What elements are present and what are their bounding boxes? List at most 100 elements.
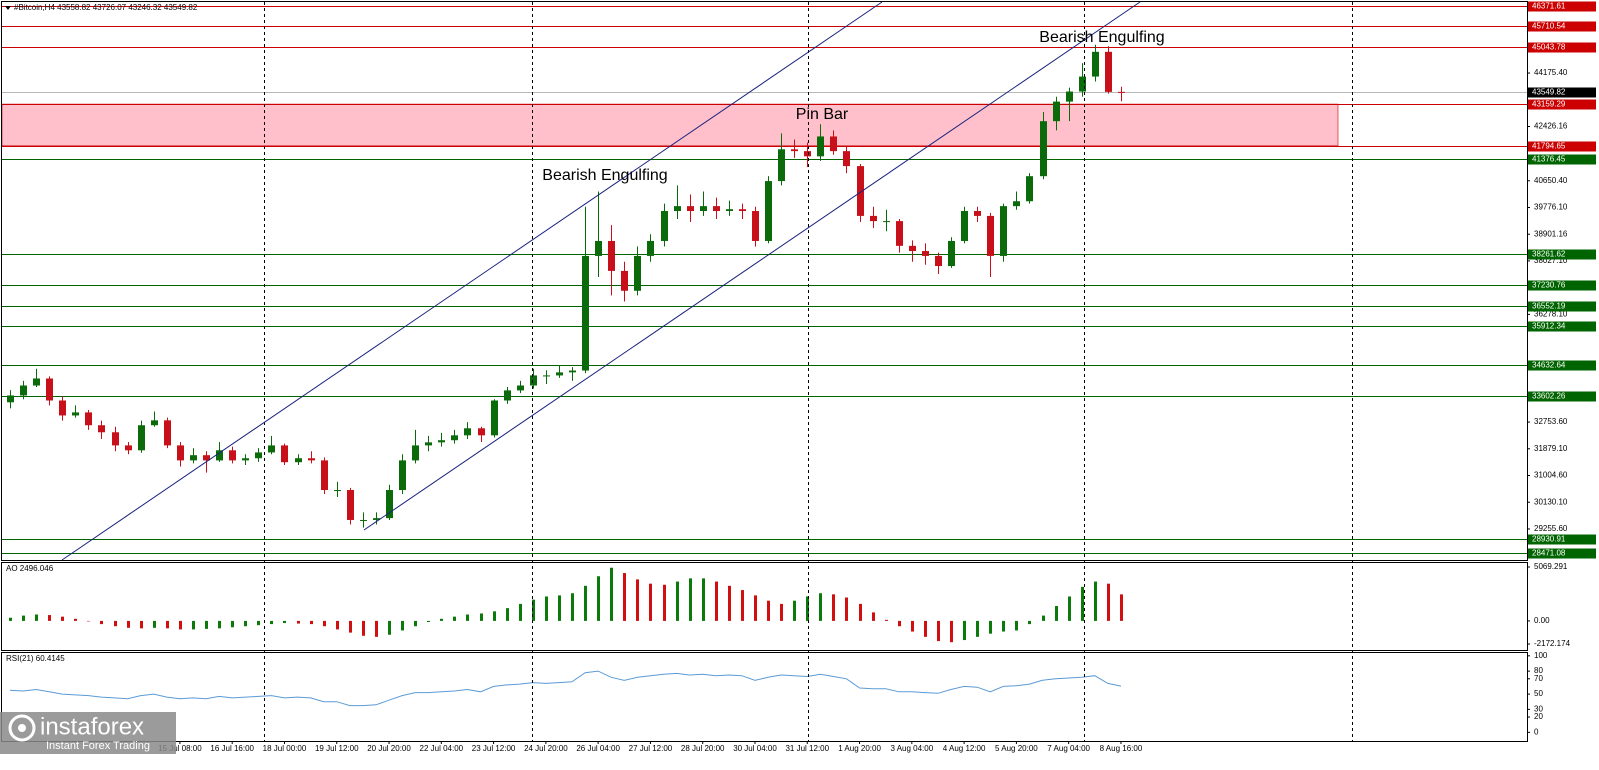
ao-bar (676, 581, 679, 621)
ao-bar (35, 614, 38, 621)
ao-bar (845, 597, 848, 621)
ao-bar (283, 620, 286, 624)
ao-bar (231, 620, 234, 628)
ao-bar (48, 615, 51, 621)
candle-body (504, 390, 511, 401)
y-tick-label: 70 (1534, 674, 1543, 683)
x-tick-label: 3 Aug 04:00 (890, 744, 933, 753)
candle-body (112, 432, 119, 446)
zone (1, 103, 1339, 147)
candle-body (883, 221, 890, 223)
candle-body (20, 385, 27, 396)
level-label: 45710.54 (1532, 22, 1566, 31)
ao-bar (780, 603, 783, 621)
candle-body (1040, 121, 1047, 177)
ao-bar (872, 612, 875, 621)
candle-body (425, 442, 432, 446)
ao-bar (702, 578, 705, 621)
candle-body (464, 428, 471, 436)
ao-bar (767, 600, 770, 621)
ao-bar (545, 596, 548, 621)
ao-bar (218, 620, 221, 629)
ao-bar (636, 579, 639, 621)
ao-bar (1094, 581, 1097, 621)
candle-body (674, 206, 681, 212)
candle-body (1026, 176, 1033, 202)
watermark-tagline: Instant Forex Trading (46, 740, 150, 752)
ao-bar (362, 620, 365, 636)
ao-bar (885, 619, 888, 621)
ao-bar (74, 618, 77, 621)
annotation: Bearish Engulfing (542, 167, 667, 184)
candle-body (59, 400, 66, 416)
candle-body (412, 445, 419, 461)
y-tick-label: 80 (1534, 666, 1543, 675)
candle-body (242, 458, 249, 461)
x-tick-label: 22 Jul 04:00 (420, 744, 464, 753)
y-tick-label: 36278.10 (1534, 309, 1568, 318)
ao-bar (493, 611, 496, 621)
header-icon (5, 6, 11, 10)
candle-body (765, 181, 772, 241)
candle-body (334, 490, 341, 492)
level-label-box (1528, 534, 1596, 545)
candle-body (478, 428, 485, 436)
ao-bar (127, 620, 130, 628)
candle-body (647, 240, 654, 256)
ao-bar (924, 620, 927, 637)
level-label: 28471.08 (1532, 549, 1566, 558)
y-tick-label: 31004.60 (1534, 471, 1568, 480)
candle-body (1118, 91, 1125, 93)
ao-bar (898, 620, 901, 627)
ao-bar (558, 595, 561, 621)
ao-bar (22, 615, 25, 621)
x-tick-label: 20 Jul 20:00 (367, 744, 411, 753)
candle-body (634, 255, 641, 291)
ao-bar (349, 620, 352, 633)
level-label-box (1528, 280, 1596, 291)
candle-body (935, 255, 942, 267)
candle-body (229, 450, 236, 461)
ao-bar (571, 593, 574, 621)
ao-bar (1015, 620, 1018, 631)
y-tick-label: 32753.60 (1534, 417, 1568, 426)
overlay: #Bitcoin,H4 43558.82 43726.07 43246.32 4… (0, 1, 1528, 754)
x-tick-label: 31 Jul 12:00 (785, 744, 829, 753)
y-tick-label: 0.00 (1534, 616, 1550, 625)
ao-bar (832, 594, 835, 621)
y-tick-label: 100 (1534, 651, 1548, 660)
level-label: 43159.29 (1532, 100, 1566, 109)
ao-bar (754, 595, 757, 621)
x-tick-label: 24 Jul 20:00 (524, 744, 568, 753)
level-label: 28930.91 (1532, 535, 1566, 544)
candle-body (661, 211, 668, 241)
ao-bar (1081, 586, 1084, 621)
x-tick-label: 15 Jul 08:00 (158, 744, 202, 753)
level-label-box (1528, 360, 1596, 371)
level-label-box (1528, 154, 1596, 165)
current-price-box (1528, 87, 1596, 98)
level-label-box (1528, 301, 1596, 312)
candle-body (151, 420, 158, 426)
ao-bar (310, 620, 313, 625)
candle-body (909, 245, 916, 252)
candle-body (830, 136, 837, 152)
candle-body (190, 455, 197, 461)
x-tick-label: 30 Jul 04:00 (733, 744, 777, 753)
candle-body (517, 385, 524, 391)
annotation: Pin Bar (796, 106, 849, 123)
ao-bar (153, 620, 156, 628)
candle-body (556, 372, 563, 376)
x-tick-label: 8 Aug 16:00 (1100, 744, 1143, 753)
watermark: instaforex Instant Forex Trading (0, 712, 176, 754)
candle-body (530, 375, 537, 386)
chart-title: #Bitcoin,H4 43558.82 43726.07 43246.32 4… (14, 3, 198, 12)
candle-body (98, 425, 105, 433)
candle-body (164, 420, 171, 446)
ao-bar (1028, 620, 1031, 625)
level-label-box (1528, 99, 1596, 110)
x-tick-label: 19 Jul 12:00 (315, 744, 359, 753)
ao-bar (414, 620, 417, 627)
candle-body (255, 452, 262, 459)
marks: 44175.40 42426.16 40650.40 39776.10 38901.16… (1, 1, 1596, 753)
